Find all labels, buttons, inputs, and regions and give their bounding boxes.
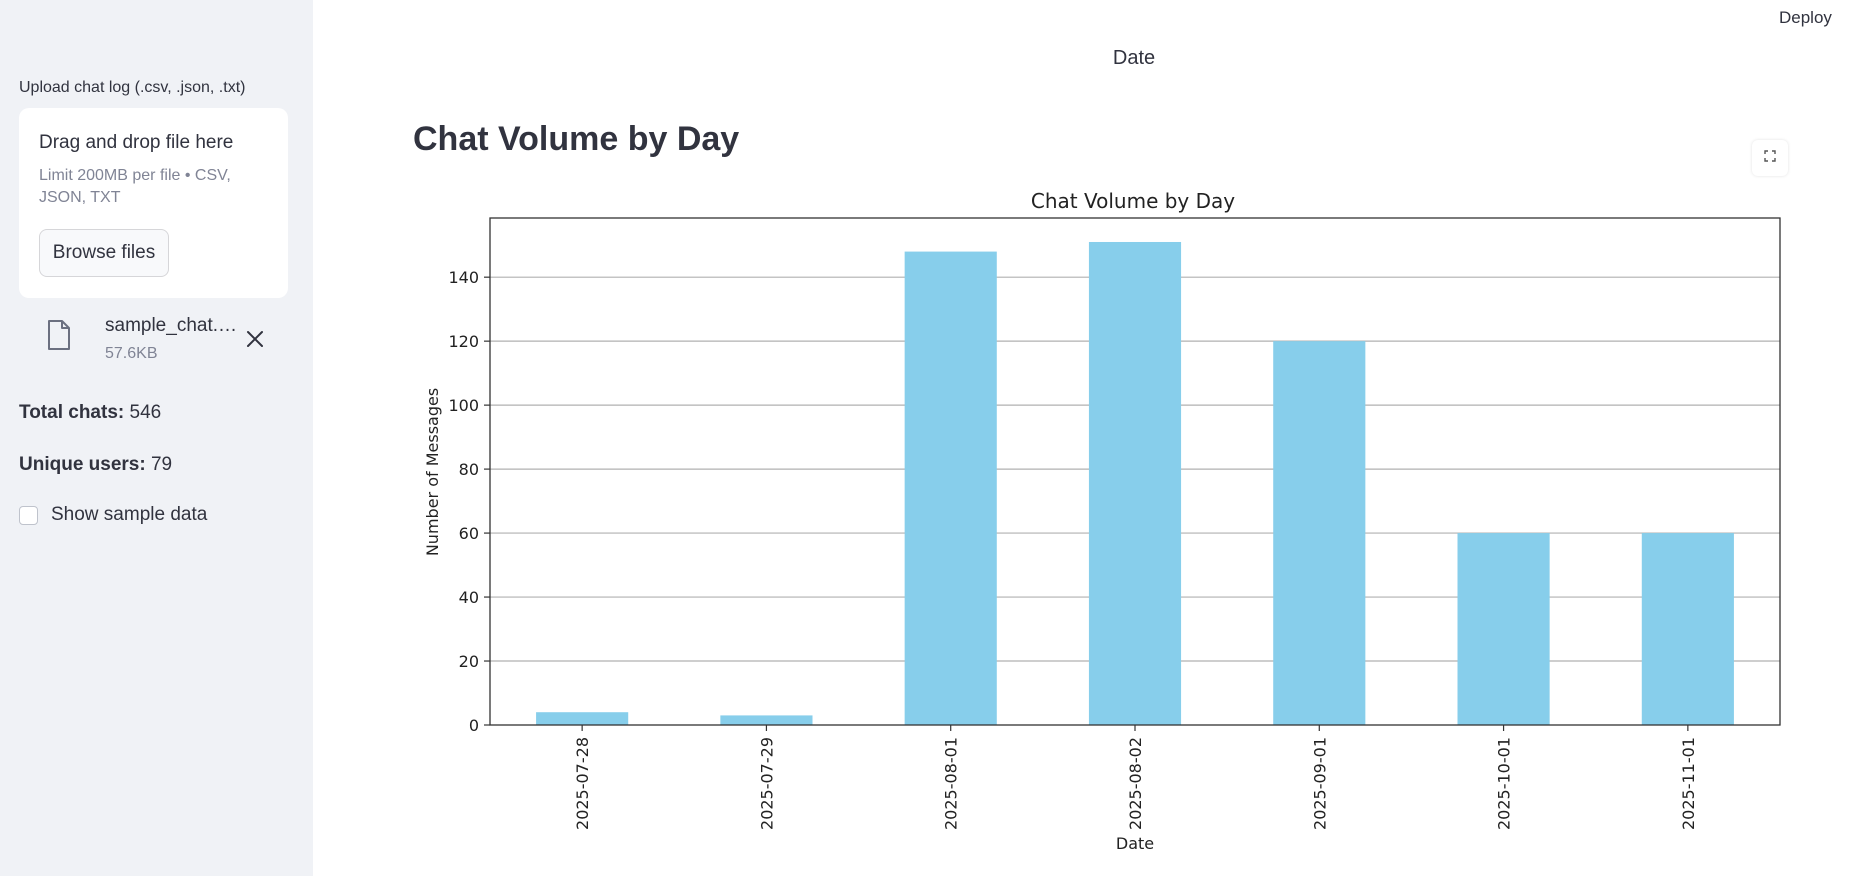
chart-bar: [1457, 533, 1550, 725]
y-tick-label: 100: [448, 396, 479, 415]
dropzone-title: Drag and drop file here: [39, 132, 234, 153]
x-tick-label: 2025-08-01: [942, 737, 961, 830]
browse-files-button[interactable]: Browse files: [39, 229, 169, 277]
chart-x-axis-label: Date: [1116, 834, 1154, 853]
x-tick-label: 2025-10-01: [1495, 737, 1514, 830]
chart-bar: [1273, 341, 1366, 725]
file-size: 57.6KB: [105, 345, 158, 362]
y-tick-label: 60: [459, 524, 479, 543]
chat-volume-chart: Chat Volume by Day 0 20 40 60 80 100 120 140 20…: [423, 189, 1781, 853]
chart-bar: [720, 715, 813, 725]
x-tick-label: 2025-11-01: [1679, 737, 1698, 830]
chart-bar: [1641, 533, 1734, 725]
file-name: sample_chat.…: [105, 315, 238, 336]
y-tick-label: 140: [448, 268, 479, 287]
x-tick-label: 2025-07-28: [573, 737, 592, 830]
file-dropzone[interactable]: Drag and drop file here Limit 200MB per …: [19, 108, 288, 298]
x-tick-label: 2025-09-01: [1310, 737, 1329, 830]
total-chats-value: 546: [129, 402, 162, 423]
expand-icon: [1764, 149, 1776, 167]
y-tick-label: 80: [459, 460, 479, 479]
close-icon[interactable]: [241, 325, 269, 353]
y-tick-label: 40: [459, 588, 479, 607]
sidebar: Upload chat log (.csv, .json, .txt) Drag…: [0, 0, 313, 876]
chart-bar: [904, 251, 997, 725]
chart-y-axis-label: Number of Messages: [423, 388, 442, 556]
show-sample-data-label: Show sample data: [51, 504, 208, 525]
total-chats-label: Total chats:: [19, 402, 125, 423]
dropzone-subtitle: Limit 200MB per file • CSV, JSON, TXT: [39, 167, 231, 206]
upload-label: Upload chat log (.csv, .json, .txt): [19, 79, 246, 96]
deploy-button[interactable]: Deploy: [1779, 8, 1832, 27]
chart-bar: [1088, 241, 1182, 725]
fullscreen-button[interactable]: [1752, 140, 1788, 176]
chart-bar: [536, 712, 629, 725]
page-title: Chat Volume by Day: [413, 120, 740, 158]
y-tick-label: 20: [459, 652, 479, 671]
file-icon: [47, 320, 71, 355]
show-sample-data-toggle[interactable]: Show sample data: [19, 502, 207, 528]
chart-title: Chat Volume by Day: [1031, 189, 1235, 213]
total-chats-stat: Total chats: 546: [19, 402, 161, 424]
show-sample-data-checkbox[interactable]: [19, 505, 38, 525]
uploaded-file: sample_chat.… 57.6KB: [19, 312, 288, 372]
x-tick-label: 2025-07-29: [757, 737, 776, 830]
x-tick-label: 2025-08-02: [1126, 737, 1145, 830]
unique-users-label: Unique users:: [19, 454, 146, 475]
y-tick-label: 0: [469, 716, 479, 735]
unique-users-stat: Unique users: 79: [19, 454, 172, 476]
unique-users-value: 79: [150, 454, 173, 475]
top-text: Date: [1112, 47, 1156, 69]
y-tick-label: 120: [448, 332, 479, 351]
